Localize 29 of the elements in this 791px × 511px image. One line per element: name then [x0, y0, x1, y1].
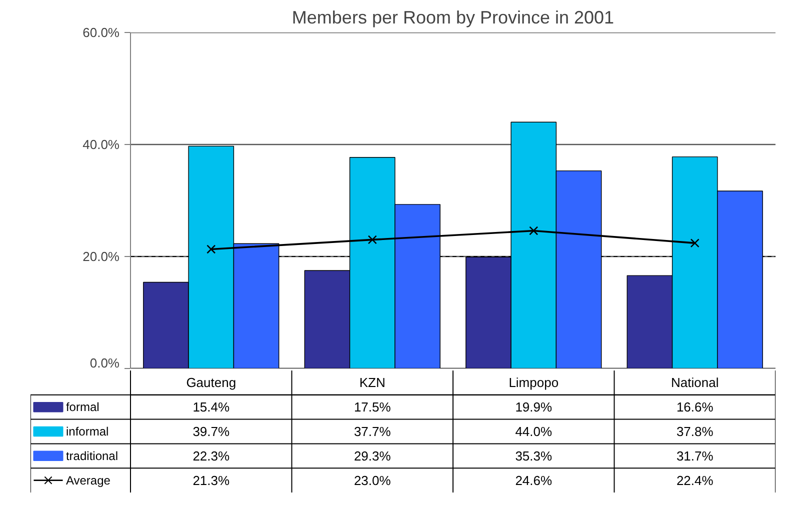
- text: 44.0%: [515, 424, 552, 439]
- text: 15.4%: [192, 400, 230, 415]
- text: 22.4%: [676, 472, 714, 488]
- text: 16.6%: [676, 400, 714, 415]
- legend-label: Average: [66, 473, 111, 488]
- text: 35.3%: [515, 448, 552, 464]
- legend-label: informal: [66, 424, 109, 438]
- text: 19.9%: [515, 400, 552, 415]
- y-tick-label: 0.0%: [90, 356, 120, 370]
- text: 23.0%: [354, 472, 391, 488]
- text: 37.7%: [354, 424, 391, 439]
- text: 39.7%: [192, 424, 230, 439]
- legend-label: formal: [66, 400, 100, 414]
- x-tick-label: National: [671, 375, 719, 390]
- text: 21.3%: [192, 472, 230, 488]
- text: 17.5%: [354, 400, 391, 415]
- y-tick-label: 60.0%: [82, 25, 120, 40]
- x-tick-label: KZN: [359, 375, 386, 390]
- text: 24.6%: [515, 472, 552, 488]
- x-tick-label: Gauteng: [186, 375, 236, 390]
- text: 29.3%: [354, 448, 391, 464]
- x-tick-label: Limpopo: [508, 375, 559, 390]
- legend-label: traditional: [66, 448, 118, 463]
- text: 22.3%: [192, 448, 230, 464]
- y-tick-label: 20.0%: [82, 249, 120, 264]
- text: 31.7%: [676, 448, 714, 464]
- y-tick-label: 40.0%: [82, 137, 120, 152]
- text: 37.8%: [676, 424, 714, 439]
- chart-title: Members per Room by Province in 2001: [292, 8, 614, 28]
